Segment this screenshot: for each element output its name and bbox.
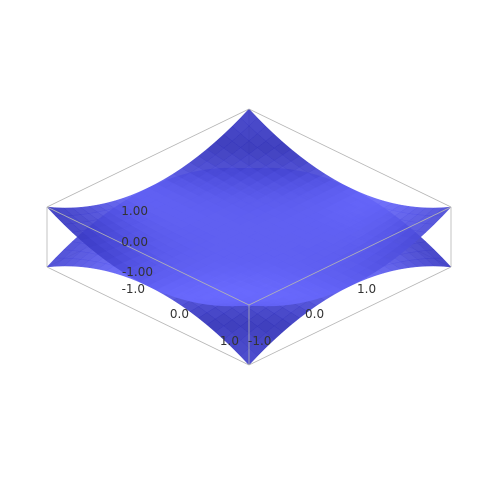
box-edge-top-right-front (248, 206, 452, 306)
plot-box-front (46, 108, 452, 366)
box-edge-top-left-back (46, 108, 250, 208)
y-tick-max: 1.0 (357, 282, 376, 296)
y-tick-min: -1.0 (248, 334, 271, 348)
box-edge-bottom-left-front (46, 266, 250, 366)
box-edge-top-right-back (248, 108, 452, 208)
z-tick-mid: 0.00 (121, 235, 148, 249)
z-tick-bottom: -1.00 (122, 265, 153, 279)
x-tick-mid: 0.0 (170, 307, 189, 321)
x-tick-max: 1.0 (220, 334, 239, 348)
surface-mesh (46, 108, 452, 366)
box-edge-top-left-front (46, 206, 250, 306)
box-edge-bottom-right-front (248, 266, 452, 366)
x-tick-min: -1.0 (122, 282, 145, 296)
y-tick-mid: 0.0 (305, 307, 324, 321)
z-tick-top: 1.00 (121, 204, 148, 218)
